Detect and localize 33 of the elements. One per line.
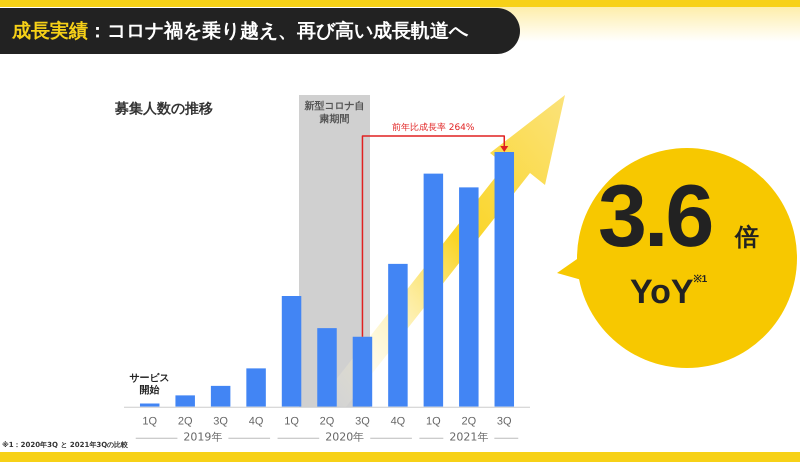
bar [388, 264, 408, 407]
text: 新型コロナ自粛期間 [304, 100, 364, 126]
text: 2020年 [325, 430, 364, 444]
bar [210, 386, 230, 407]
x-tick-label: 1Q [284, 415, 300, 428]
bar [175, 395, 195, 407]
text: 前年比成長率 264% [392, 122, 474, 134]
bar [494, 152, 514, 407]
bar [282, 296, 302, 407]
text: 2019年 [183, 430, 222, 444]
text: 倍 [735, 223, 759, 251]
bar [246, 368, 266, 407]
bar [317, 328, 337, 407]
x-tick-label: 2Q [178, 415, 193, 428]
x-tick-label: 1Q [426, 415, 442, 428]
bar [424, 174, 444, 407]
x-tick-label: 3Q [213, 415, 228, 428]
text: 2021年 [449, 430, 488, 444]
bar [459, 187, 479, 407]
x-tick-label: 1Q [142, 415, 158, 428]
text: YoY$^{※1}$ [630, 273, 708, 311]
x-tick-label: 2Q [461, 415, 477, 428]
annotation: サービス開始 [128, 373, 171, 398]
x-tick-label: 3Q [355, 415, 370, 428]
bar [140, 403, 160, 407]
bar [352, 336, 372, 407]
text: 3.6 [598, 166, 712, 265]
chart-subtitle: 募集人数の推移 [115, 100, 213, 118]
x-tick-label: 4Q [390, 415, 406, 428]
x-tick-label: 3Q [496, 415, 512, 428]
x-tick-label: 4Q [248, 415, 264, 428]
chart-title: 成長実績：コロナ禍を乗り越え、再び高い成長軌道へ [0, 8, 520, 54]
x-tick-label: 2Q [320, 415, 335, 428]
